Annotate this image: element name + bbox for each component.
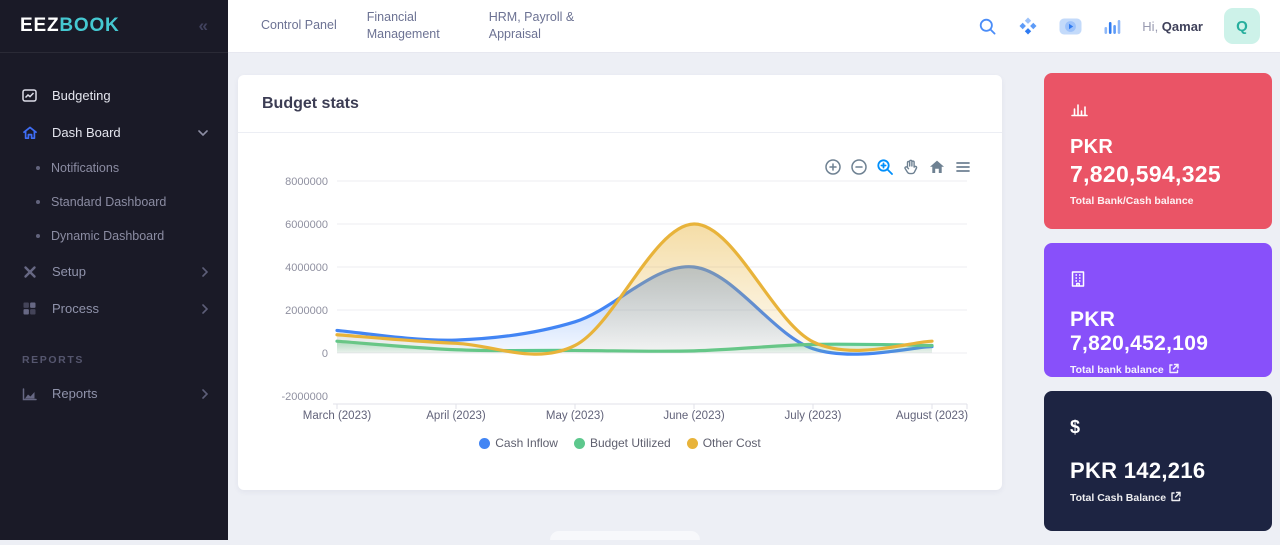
zoom-out-icon[interactable]: [849, 157, 868, 176]
reset-home-icon[interactable]: [927, 157, 946, 176]
svg-text:8000000: 8000000: [285, 176, 328, 188]
sidebar-item-dynamic-dashboard[interactable]: Dynamic Dashboard: [0, 219, 228, 253]
selection-zoom-icon[interactable]: [875, 157, 894, 176]
apps-diamond-icon[interactable]: [1018, 16, 1038, 36]
sidebar: EEZBOOK « Budgeting Dash Board Notificat…: [0, 0, 228, 540]
stat-label: Total Bank/Cash balance: [1070, 195, 1246, 207]
chart-line-icon: [20, 87, 39, 104]
total-cash-balance-card: $ PKR 142,216 Total Cash Balance: [1044, 391, 1272, 531]
home-icon: [20, 124, 39, 141]
bullet-icon: [36, 166, 40, 170]
stat-currency: PKR: [1070, 136, 1246, 159]
svg-text:6000000: 6000000: [285, 219, 328, 231]
sidebar-item-label: Setup: [52, 264, 86, 279]
legend-dot: [574, 438, 585, 449]
sidebar-item-label: Dash Board: [52, 125, 121, 140]
svg-text:March (2023): March (2023): [303, 410, 372, 422]
stat-value: PKR 142,216: [1070, 458, 1246, 484]
squares-icon: [20, 301, 39, 316]
nav-link-financial-management[interactable]: Financial Management: [367, 9, 459, 44]
sidebar-item-label: Budgeting: [52, 88, 111, 103]
chart-legend: Cash Inflow Budget Utilized Other Cost: [238, 436, 1002, 450]
dollar-icon: $: [1070, 416, 1246, 438]
svg-text:0: 0: [322, 348, 328, 360]
budget-stats-chart[interactable]: 8000000 6000000 4000000 2000000 0 -2000000 Mar…: [238, 133, 1002, 489]
sidebar-section-reports: REPORTS: [0, 327, 228, 375]
svg-text:4000000: 4000000: [285, 262, 328, 274]
bullet-icon: [36, 234, 40, 238]
legend-item[interactable]: Other Cost: [687, 436, 761, 450]
sidebar-item-label: Process: [52, 301, 99, 316]
svg-text:May (2023): May (2023): [546, 410, 604, 422]
total-bank-balance-card: PKR 7,820,452,109 Total bank balance: [1044, 243, 1272, 377]
sidebar-item-reports[interactable]: Reports: [0, 375, 228, 412]
top-bar: Control Panel Financial Management HRM, …: [228, 0, 1280, 53]
search-icon[interactable]: [978, 17, 997, 36]
bullet-icon: [36, 200, 40, 204]
stat-value: 7,820,594,325: [1070, 161, 1246, 188]
sidebar-item-setup[interactable]: Setup: [0, 253, 228, 290]
chart-plot[interactable]: 8000000 6000000 4000000 2000000 0 -2000000 Mar…: [238, 133, 1002, 433]
card-title: Budget stats: [262, 95, 359, 113]
external-link-icon[interactable]: [1168, 363, 1179, 377]
total-bank-cash-card: PKR 7,820,594,325 Total Bank/Cash balanc…: [1044, 73, 1272, 229]
sidebar-item-dashboard[interactable]: Dash Board: [0, 114, 228, 151]
chevron-right-icon: [202, 304, 208, 314]
legend-dot: [687, 438, 698, 449]
chevron-right-icon: [202, 389, 208, 399]
next-card-peek: [550, 531, 700, 540]
bank-building-icon: [1070, 268, 1246, 290]
budget-stats-card: Budget stats 8000000 6000000 4000000 200000…: [238, 75, 1002, 490]
sidebar-collapse-icon[interactable]: «: [199, 16, 208, 36]
user-name: Qamar: [1162, 19, 1203, 34]
sidebar-item-notifications[interactable]: Notifications: [0, 151, 228, 185]
stat-value: PKR 7,820,452,109: [1070, 308, 1246, 356]
legend-item[interactable]: Cash Inflow: [479, 436, 558, 450]
stats-bars-icon[interactable]: [1103, 18, 1121, 35]
legend-item[interactable]: Budget Utilized: [574, 436, 671, 450]
sidebar-item-standard-dashboard[interactable]: Standard Dashboard: [0, 185, 228, 219]
user-greeting: Hi, Qamar: [1142, 19, 1203, 34]
sidebar-item-label: Reports: [52, 386, 98, 401]
nav-link-control-panel[interactable]: Control Panel: [261, 17, 337, 35]
brand-logo: EEZBOOK: [20, 15, 120, 37]
stat-label: Total bank balance: [1070, 363, 1246, 377]
tools-icon: [20, 264, 39, 280]
svg-text:2000000: 2000000: [285, 305, 328, 317]
report-chart-icon: [20, 386, 39, 402]
chevron-right-icon: [202, 267, 208, 277]
stat-cards-column: PKR 7,820,594,325 Total Bank/Cash balanc…: [1044, 73, 1272, 545]
external-link-icon[interactable]: [1170, 491, 1181, 505]
stat-label: Total Cash Balance: [1070, 491, 1246, 505]
legend-dot: [479, 438, 490, 449]
bar-chart-icon: [1070, 98, 1246, 120]
pan-icon[interactable]: [901, 157, 920, 176]
zoom-in-icon[interactable]: [823, 157, 842, 176]
svg-text:August (2023): August (2023): [896, 410, 968, 422]
chevron-down-icon: [198, 130, 208, 136]
chart-toolbar: [823, 157, 972, 176]
video-tutorial-icon[interactable]: [1059, 18, 1082, 35]
sidebar-item-process[interactable]: Process: [0, 290, 228, 327]
avatar[interactable]: Q: [1224, 8, 1260, 44]
svg-text:-2000000: -2000000: [282, 391, 329, 403]
svg-text:June (2023): June (2023): [663, 410, 725, 422]
svg-text:April (2023): April (2023): [426, 410, 486, 422]
menu-icon[interactable]: [953, 157, 972, 176]
svg-text:July (2023): July (2023): [785, 410, 842, 422]
sidebar-item-budgeting[interactable]: Budgeting: [0, 77, 228, 114]
nav-link-hrm-payroll[interactable]: HRM, Payroll & Appraisal: [489, 9, 581, 44]
